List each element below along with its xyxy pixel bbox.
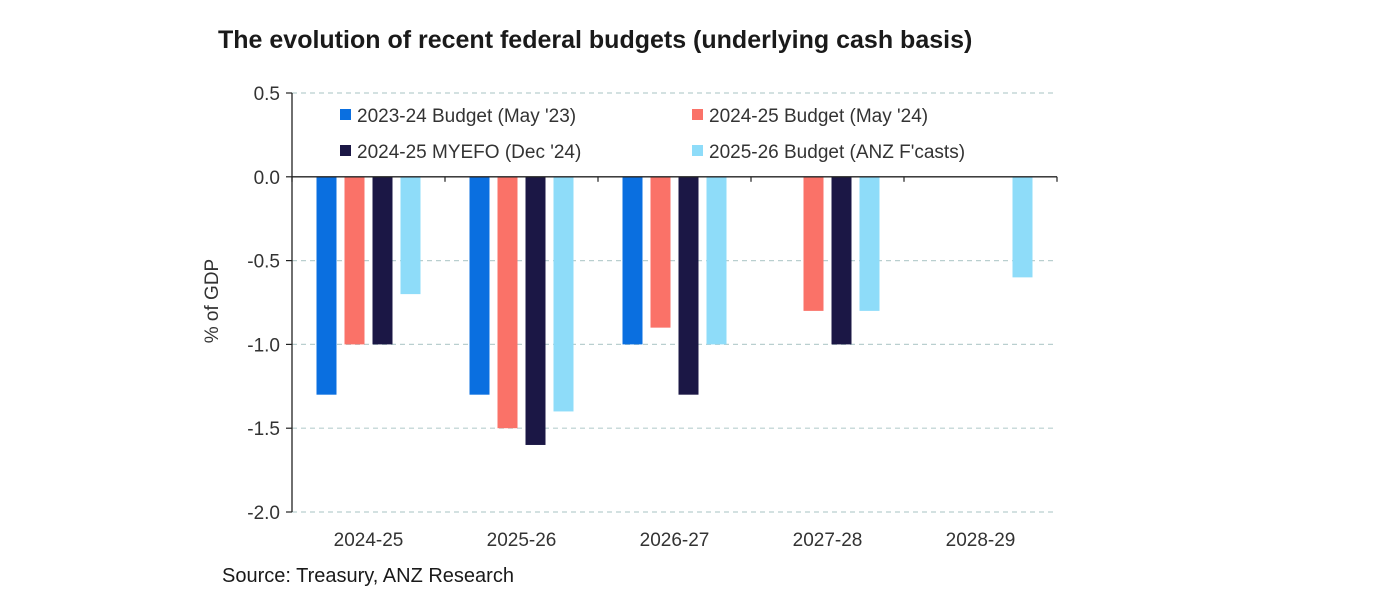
- y-tick-label: -1.0: [247, 335, 280, 356]
- legend-label: 2024-25 Budget (May '24): [709, 106, 928, 127]
- bar: [400, 176, 421, 295]
- legend-swatch: [340, 145, 351, 156]
- y-tick-label: -1.5: [247, 419, 280, 440]
- y-tick-label: -0.5: [247, 252, 280, 273]
- bar: [553, 176, 574, 412]
- legend-label: 2024-25 MYEFO (Dec '24): [357, 142, 581, 163]
- bar: [622, 176, 643, 345]
- x-tick-label: 2026-27: [640, 530, 710, 551]
- legend-swatch: [692, 109, 703, 120]
- y-tick-label: 0.0: [254, 168, 280, 189]
- bar: [1012, 176, 1033, 278]
- y-axis-label: % of GDP: [202, 259, 223, 343]
- y-tick-label: -2.0: [247, 503, 280, 524]
- x-tick-label: 2025-26: [487, 530, 557, 551]
- y-tick-labels: 0.5 0.0 -0.5 -1.0 -1.5 -2.0: [247, 84, 280, 524]
- bar: [497, 176, 518, 429]
- legend-label: 2023-24 Budget (May '23): [357, 106, 576, 127]
- bar: [803, 176, 824, 311]
- x-tick-label: 2024-25: [334, 530, 404, 551]
- source-note: Source: Treasury, ANZ Research: [222, 565, 514, 587]
- bar: [678, 176, 699, 395]
- bar: [525, 176, 546, 445]
- bar: [650, 176, 671, 328]
- x-tick-label: 2027-28: [793, 530, 863, 551]
- bar: [706, 176, 727, 345]
- axes: [286, 92, 1058, 513]
- bar: [469, 176, 490, 395]
- x-tick-labels: 2024-25 2025-26 2026-27 2027-28 2028-29: [334, 530, 1016, 551]
- legend-swatch: [692, 145, 703, 156]
- bar: [372, 176, 393, 345]
- bar: [859, 176, 880, 311]
- bar: [344, 176, 365, 345]
- legend-label: 2025-26 Budget (ANZ F'casts): [709, 142, 965, 163]
- bar: [316, 176, 337, 395]
- legend-swatch: [340, 109, 351, 120]
- bar: [831, 176, 852, 345]
- chart-title: The evolution of recent federal budgets …: [218, 26, 973, 54]
- x-tick-label: 2028-29: [946, 530, 1016, 551]
- legend: 2023-24 Budget (May '23) 2024-25 Budget (…: [340, 106, 965, 163]
- bars: [316, 176, 1033, 445]
- y-tick-label: 0.5: [254, 84, 280, 105]
